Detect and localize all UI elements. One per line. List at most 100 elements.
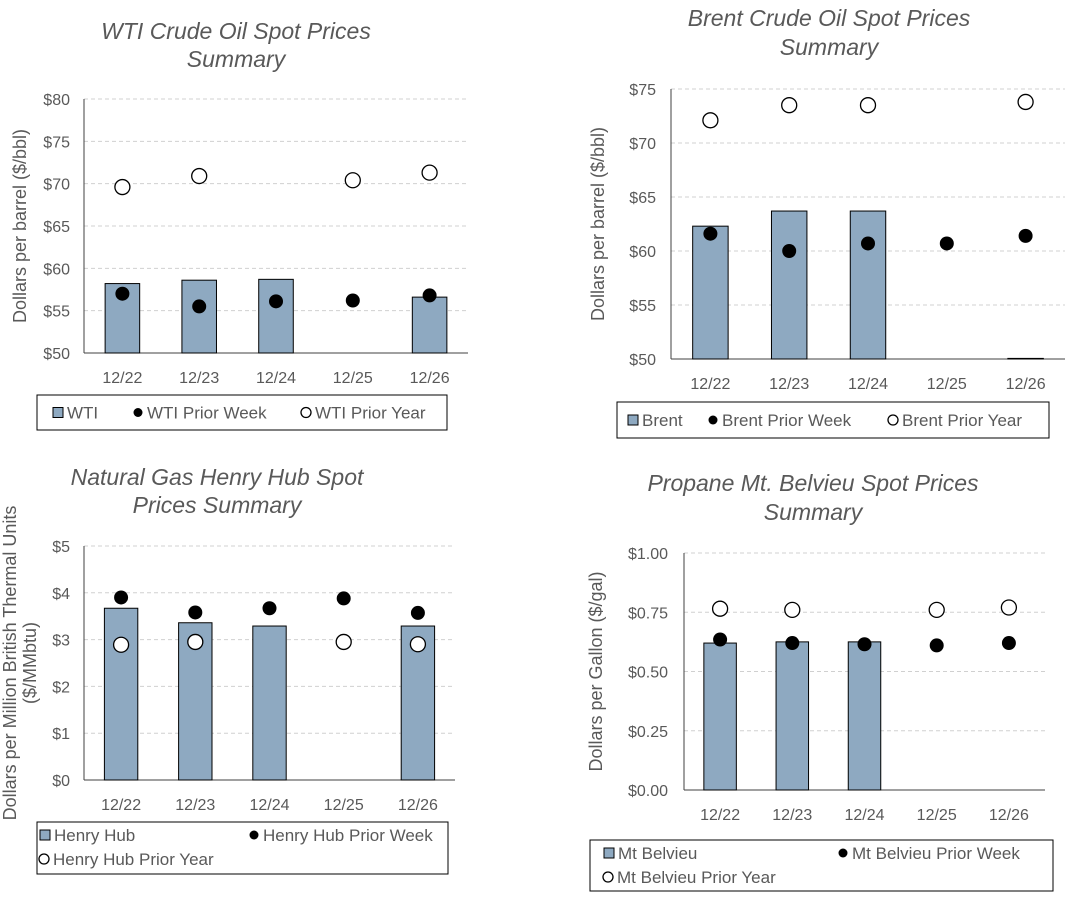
prior-week-point <box>422 288 437 303</box>
prior-year-point <box>784 601 801 619</box>
prior-year-point <box>112 636 130 653</box>
bar <box>252 625 287 781</box>
bar <box>703 642 737 791</box>
y-tick-label: $80 <box>43 92 70 109</box>
y-tick-label: $60 <box>629 244 656 261</box>
legend-marker <box>838 848 848 858</box>
x-tick-label: 12/26 <box>989 807 1029 824</box>
x-tick-label: 12/23 <box>772 807 812 824</box>
chart-title: Brent Crude Oil Spot Prices <box>688 5 971 31</box>
y-tick-label: $50 <box>629 352 656 369</box>
legend-marker <box>249 830 259 840</box>
prior-year-point <box>187 633 204 651</box>
legend-label: Henry Hub Prior Year <box>53 850 214 869</box>
y-tick-label: $5 <box>52 539 70 556</box>
legend <box>589 839 1054 892</box>
y-tick-label: $0.75 <box>628 605 668 622</box>
bar <box>692 225 729 360</box>
y-tick-label: $0.25 <box>628 724 668 741</box>
bar <box>770 210 808 360</box>
prior-week-point <box>262 601 277 616</box>
y-tick-label: $1.00 <box>628 546 668 563</box>
prior-week-point <box>114 590 129 605</box>
legend-label: Mt Belvieu Prior Week <box>852 844 1020 863</box>
x-tick-label: 12/22 <box>690 376 730 393</box>
legend-marker <box>627 414 639 426</box>
chart-title: Natural Gas Henry Hub Spot <box>71 464 365 490</box>
prior-week-point <box>345 293 360 308</box>
bar <box>847 641 882 791</box>
x-tick-label: 12/23 <box>179 370 219 387</box>
legend-marker <box>602 871 614 883</box>
y-tick-label: $65 <box>629 190 656 207</box>
prior-week-point <box>188 605 203 620</box>
y-axis-label: ($/MMbtu) <box>20 622 40 704</box>
x-tick-label: 12/22 <box>101 797 141 814</box>
bar <box>411 296 448 354</box>
bar <box>775 641 810 791</box>
prior-week-point <box>1001 636 1016 651</box>
prior-year-point <box>191 167 208 185</box>
x-tick-label: 12/25 <box>324 797 364 814</box>
legend-marker <box>603 847 615 859</box>
y-tick-label: $0.50 <box>628 665 668 682</box>
y-tick-label: $50 <box>43 346 70 363</box>
x-tick-label: 12/23 <box>175 797 215 814</box>
y-tick-label: $70 <box>629 136 656 153</box>
y-tick-label: $70 <box>43 177 70 194</box>
x-tick-label: 12/24 <box>848 376 888 393</box>
legend-marker <box>887 414 899 426</box>
bar <box>849 210 887 360</box>
prior-year-point <box>702 112 719 129</box>
chart-title: Prices Summary <box>133 492 303 518</box>
chart-title: Summary <box>780 34 880 60</box>
x-tick-label: 12/25 <box>333 370 373 387</box>
legend-marker <box>133 408 143 417</box>
prior-year-point <box>711 600 729 617</box>
prior-week-point <box>1018 228 1033 243</box>
legend-marker <box>708 415 718 425</box>
x-tick-label: 12/22 <box>102 370 142 387</box>
bar <box>258 278 294 354</box>
x-tick-label: 12/22 <box>700 807 740 824</box>
bar <box>1007 357 1044 360</box>
y-tick-label: $4 <box>52 586 70 603</box>
prior-week-point <box>192 299 207 314</box>
x-tick-label: 12/24 <box>249 797 289 814</box>
prior-week-point <box>782 244 797 258</box>
legend-label: WTI Prior Year <box>315 404 426 423</box>
prior-year-point <box>928 601 945 619</box>
legend-label: Mt Belvieu <box>618 844 697 863</box>
legend-label: Henry Hub Prior Week <box>263 826 433 845</box>
prior-week-point <box>703 226 718 241</box>
y-tick-label: $0 <box>52 773 70 790</box>
prior-week-point <box>336 591 351 606</box>
prior-year-point <box>335 633 352 651</box>
x-tick-label: 12/24 <box>844 807 884 824</box>
y-axis-label: Dollars per Gallon ($/gal) <box>586 571 606 771</box>
legend-label: WTI Prior Week <box>147 404 267 423</box>
prior-week-point <box>115 286 130 301</box>
chart-propane: Propane Mt. Belvieu Spot Prices Summary $0… <box>586 470 1054 892</box>
prior-year-point <box>859 97 877 114</box>
prior-year-point <box>344 172 361 189</box>
y-tick-label: $55 <box>43 304 70 321</box>
y-tick-label: $0.00 <box>628 783 668 800</box>
x-tick-label: 12/23 <box>769 376 809 393</box>
legend <box>36 821 449 875</box>
prior-year-point <box>1017 93 1034 111</box>
legend-label: Brent <box>642 411 683 430</box>
prior-week-point <box>269 294 283 309</box>
prior-week-point <box>861 236 875 251</box>
y-axis-label: Dollars per barrel ($/bbl) <box>588 127 608 321</box>
prior-week-point <box>785 636 800 651</box>
x-tick-label: 12/25 <box>917 807 957 824</box>
prior-week-point <box>929 638 944 653</box>
bar <box>103 607 139 781</box>
legend-label: Brent Prior Week <box>722 411 852 430</box>
y-tick-label: $2 <box>52 679 70 696</box>
prior-year-point <box>409 636 427 653</box>
chart-brent: Brent Crude Oil Spot Prices Summary $50 $55… <box>588 5 1065 439</box>
legend-marker <box>52 407 64 418</box>
